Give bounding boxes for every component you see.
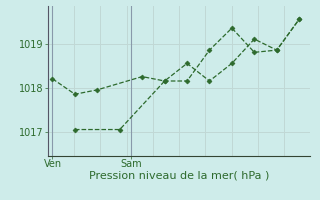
X-axis label: Pression niveau de la mer( hPa ): Pression niveau de la mer( hPa ) (89, 170, 269, 180)
